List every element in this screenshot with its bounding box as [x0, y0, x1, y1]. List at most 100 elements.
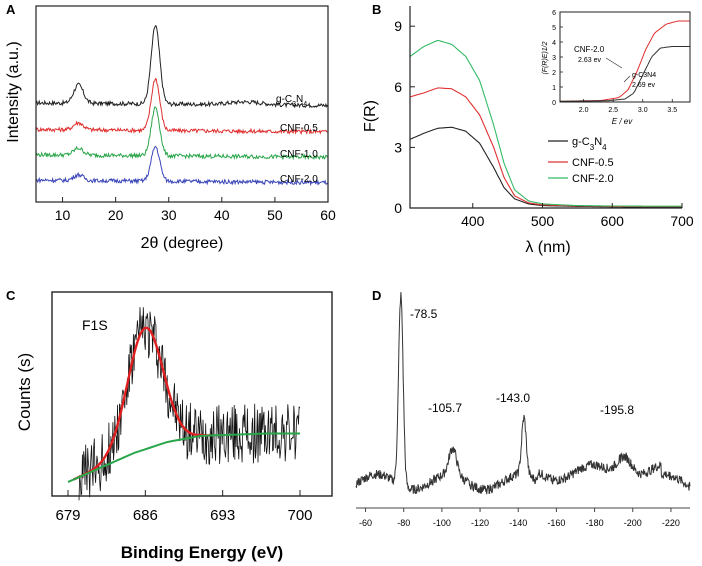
panel-label-d: D [372, 288, 381, 303]
legend-label-gc3n4: g-C3N4 [276, 94, 307, 108]
x-tick-label: -220 [662, 518, 680, 528]
inset-annotation-cnf-pointer [605, 57, 623, 69]
x-tick-label: -200 [624, 518, 642, 528]
x-tick-label: 693 [210, 507, 235, 524]
x-tick-label: 60 [320, 207, 336, 223]
panel-b-series [409, 39, 682, 208]
panel-c-xlabel: Binding Energy (eV) [121, 543, 283, 562]
x-tick-label: 679 [55, 507, 80, 524]
series-line-g-c3n4 [409, 126, 682, 208]
legend-label-cnf-2-0: CNF-2.0 [572, 173, 614, 185]
inset-annotation-gcn: g-C3N4 [632, 72, 656, 79]
panel-b-xlabel: λ (nm) [525, 239, 570, 256]
panel-label-c: C [6, 288, 16, 303]
panel-d-xticks: -60 -80 -100 -120 -140 -160 -180 -200 -220 [359, 508, 680, 528]
inset-y-tick-label: 0 [552, 100, 556, 107]
panel-label-a: A [6, 2, 16, 17]
x-tick-label: 700 [287, 507, 312, 524]
panel-b-yticks: 0 3 6 9 [394, 18, 415, 216]
series-line-cnf-2-0 [409, 39, 682, 207]
inset-annotation-gcn-pointer [623, 75, 631, 83]
x-tick-label: -80 [397, 518, 410, 528]
series-line-cnf-0-5 [409, 87, 682, 208]
panel-b-ylabel: F(R) [362, 100, 379, 132]
x-tick-label: 700 [670, 213, 694, 229]
panel-d-peak-labels: -78.5 -105.7 -143.0 -195.8 [410, 307, 634, 417]
peak-label-195-8: -195.8 [600, 403, 634, 417]
inset-x-tick-label: 2.5 [608, 107, 618, 114]
panel-b: B F(R) 0 3 6 9 400 500 600 700 λ (nm) g-C3N4 C… [362, 2, 694, 256]
x-tick-label: -160 [547, 518, 565, 528]
x-tick-label: 400 [461, 213, 485, 229]
inset-annotation-gcn-value: 2.69 ev [632, 82, 655, 89]
peak-label-143-0: -143.0 [496, 391, 530, 405]
y-tick-label: 9 [394, 18, 402, 34]
legend-label-cnf-1-0: CNF-1.0 [280, 149, 318, 160]
panel-b-xticks: 400 500 600 700 [461, 203, 694, 229]
series-line-g-c3n4 [35, 24, 328, 109]
series-line-fit [73, 326, 211, 481]
inset-y-tick-label: 1 [552, 85, 556, 92]
panel-d-series [355, 292, 691, 495]
panel-a: A Intensity (a.u.) 10 20 30 40 50 60 2θ (degr… [5, 2, 336, 252]
x-tick-label: 10 [55, 207, 71, 223]
series-line-cnf-1-0 [35, 106, 328, 161]
panel-c-frame [51, 291, 333, 497]
x-tick-label: 20 [108, 207, 124, 223]
inset-x-tick-label: 2.0 [579, 107, 589, 114]
series-line-raw [78, 307, 301, 501]
x-tick-label: -60 [359, 518, 372, 528]
panel-c: C Counts (s) F1S 679 686 693 700 Binding En… [6, 288, 333, 562]
series-line-cnf-2-0 [35, 145, 328, 187]
legend-label-gc3n4: g-C3N4 [572, 136, 607, 152]
panel-c-peak-label: F1S [82, 317, 108, 333]
x-tick-label: 600 [601, 213, 625, 229]
x-tick-label: 40 [214, 207, 230, 223]
inset-annotation-cnf: CNF-2.0 [574, 45, 605, 54]
panel-a-series [35, 24, 328, 187]
y-tick-label: 3 [394, 139, 402, 155]
panel-label-b: B [372, 2, 381, 17]
peak-label-105-7: -105.7 [428, 401, 462, 415]
panel-a-frame [35, 5, 329, 203]
panel-b-axes [409, 6, 682, 209]
x-tick-label: 686 [133, 507, 158, 524]
inset-y-tick-label: 3 [552, 55, 556, 62]
series-line-cnf-0-5 [35, 77, 328, 136]
panel-c-series [67, 307, 301, 501]
inset-annotation-cnf-value: 2.63 ev [578, 57, 601, 64]
panel-a-legend: g-C3N4 CNF-0.5 CNF-1.0 CNF-2.0 [276, 94, 318, 185]
inset-xticks: 2.0 2.5 3.0 3.5 [579, 99, 677, 114]
panel-c-ylabel: Counts (s) [15, 353, 34, 431]
x-tick-label: -180 [586, 518, 604, 528]
panel-d: D -60 -80 -100 -120 -140 -160 -180 -200 -220 -78… [355, 288, 691, 528]
inset-x-tick-label: 3.0 [638, 107, 648, 114]
x-tick-label: -120 [471, 518, 489, 528]
panel-a-xlabel: 2θ (degree) [141, 235, 224, 252]
inset-y-tick-label: 5 [552, 25, 556, 32]
x-tick-label: -140 [509, 518, 527, 528]
legend-label-cnf-0-5: CNF-0.5 [572, 157, 614, 169]
y-tick-label: 0 [394, 200, 402, 216]
inset-x-tick-label: 3.5 [667, 107, 677, 114]
series-line-background [67, 432, 300, 483]
panel-a-xticks: 10 20 30 40 50 60 [55, 197, 336, 223]
panel-b-legend: g-C3N4 CNF-0.5 CNF-2.0 [548, 136, 614, 185]
panel-a-ylabel: Intensity (a.u.) [5, 41, 22, 142]
x-tick-label: 500 [531, 213, 555, 229]
peak-label-78-5: -78.5 [410, 307, 438, 321]
legend-label-cnf-2-0: CNF-2.0 [280, 174, 318, 185]
inset-ylabel: (F(R)E)1/2 [542, 41, 549, 74]
panel-b-inset: (F(R)E)1/2 0 1 2 3 4 5 6 2.0 2.5 3.0 3.5 E / ev C… [542, 10, 691, 126]
series-line-spectrum [355, 292, 691, 495]
panel-c-xticks: 679 686 693 700 [55, 490, 313, 524]
x-tick-label: 30 [161, 207, 177, 223]
inset-y-tick-label: 2 [552, 70, 556, 77]
y-tick-label: 6 [394, 79, 402, 95]
inset-xlabel: E / ev [612, 117, 633, 126]
inset-series [559, 20, 690, 102]
inset-yticks: 0 1 2 3 4 5 6 [552, 10, 563, 107]
inset-line-g-c3n4 [559, 46, 690, 102]
x-tick-label: -100 [433, 518, 451, 528]
